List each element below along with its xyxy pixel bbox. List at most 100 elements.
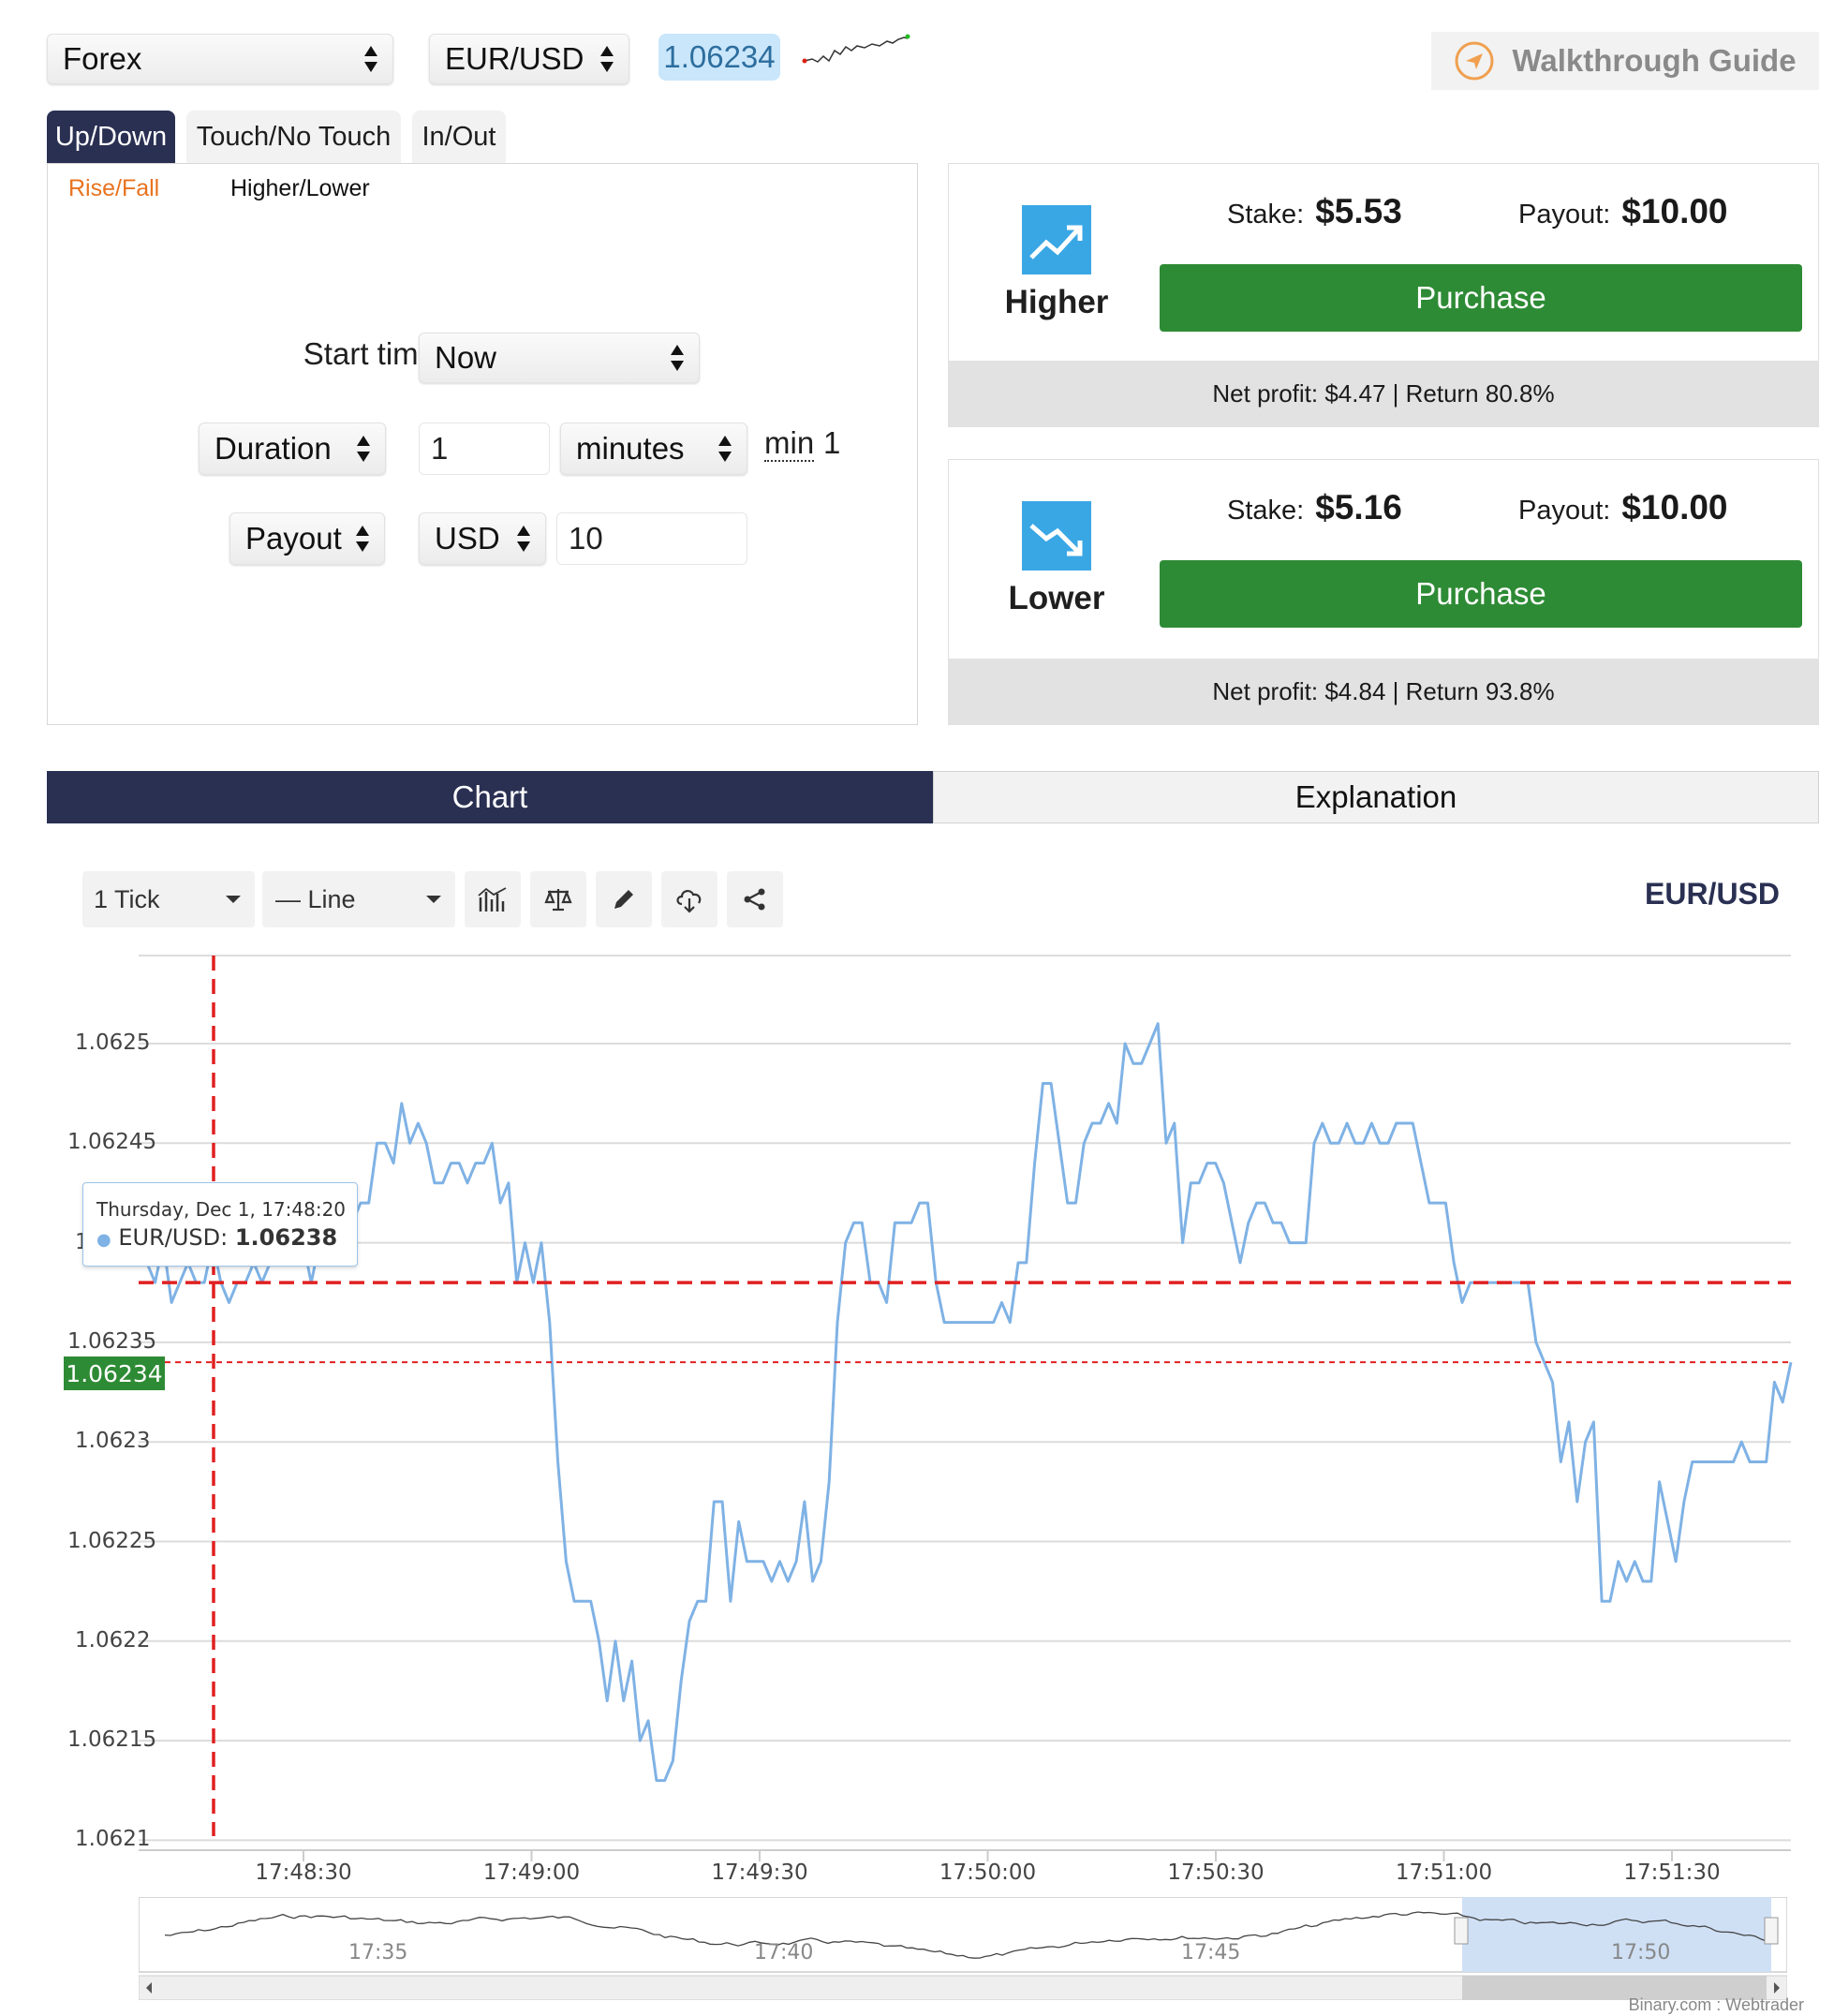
walkthrough-guide-label: Walkthrough Guide (1512, 43, 1797, 78)
payout-select-value: Payout (245, 521, 342, 556)
lower-title: Lower (1008, 580, 1105, 616)
x-tick-label: 17:49:00 (482, 1860, 581, 1885)
share-button[interactable] (727, 871, 783, 927)
start-time-label: Start time (303, 336, 436, 371)
higher-title: Higher (1004, 284, 1109, 320)
comparison-icon (544, 889, 572, 912)
market-select[interactable]: Forex (47, 34, 393, 84)
higher-stake-label: Stake: (1227, 200, 1305, 230)
tooltip-value: 1.06238 (234, 1224, 338, 1251)
drawing-tool-button[interactable] (596, 871, 652, 927)
tab-chart[interactable]: Chart (47, 771, 933, 823)
scroll-left-icon (146, 1982, 152, 1994)
select-arrows-icon (517, 526, 530, 552)
select-arrows-icon (718, 436, 732, 462)
share-icon (744, 888, 765, 911)
select-arrows-icon (357, 436, 370, 462)
navigator-selection (1462, 1897, 1771, 1972)
higher-payout-value: $10.00 (1621, 192, 1728, 230)
navigator-tick-label: 17:35 (348, 1941, 408, 1964)
chart-tooltip: Thursday, Dec 1, 17:48:20 ● EUR/USD: 1.0… (82, 1182, 358, 1267)
y-tick-label: 1.06245 (67, 1130, 157, 1155)
subtab-higher-lower[interactable]: Higher/Lower (230, 175, 370, 201)
higher-stake: Stake: $5.53 (1227, 192, 1402, 231)
lower-purchase-button[interactable]: Purchase (1160, 560, 1802, 628)
navigator-left-handle (1454, 1917, 1469, 1945)
duration-amount-input[interactable]: 1 (419, 422, 550, 475)
higher-arrow-icon (1022, 205, 1091, 274)
y-tick-label: 1.0623 (75, 1429, 151, 1454)
tooltip-series-row: ● EUR/USD: 1.06238 (96, 1224, 337, 1251)
tab-in-out[interactable]: In/Out (412, 111, 506, 163)
y-tick-label: 1.06215 (67, 1727, 157, 1753)
duration-select-value: Duration (214, 431, 332, 466)
download-button[interactable] (661, 871, 717, 927)
navigator-scrollbar-thumb (1462, 1976, 1767, 2000)
tooltip-series-name: EUR/USD: (118, 1224, 229, 1251)
symbol-select-value: EUR/USD (445, 41, 584, 76)
tab-explanation[interactable]: Explanation (933, 771, 1819, 823)
webtrader-credit: Binary.com : Webtrader (1628, 1995, 1804, 2014)
higher-payout-label: Payout: (1518, 200, 1611, 230)
subtab-rise-fall[interactable]: Rise/Fall (68, 175, 160, 201)
lower-stake-label: Stake: (1227, 496, 1305, 526)
x-tick-label: 17:51:30 (1623, 1860, 1721, 1885)
higher-stake-value: $5.53 (1315, 192, 1402, 230)
symbol-select[interactable]: EUR/USD (429, 34, 629, 84)
spot-sparkline (802, 34, 910, 64)
comparison-button[interactable] (530, 871, 586, 927)
timeframe-dropdown[interactable]: 1 Tick (82, 871, 255, 927)
payout-amount-input[interactable]: 10 (556, 512, 747, 565)
x-tick-label: 17:48:30 (255, 1860, 352, 1885)
tab-up-down-label: Up/Down (54, 121, 168, 152)
chart-type-dropdown[interactable]: — Line (262, 871, 455, 927)
lower-arrow-icon (1022, 501, 1091, 571)
payout-select[interactable]: Payout (229, 512, 385, 565)
x-tick-label: 17:49:30 (711, 1860, 808, 1885)
navigator-tick-label: 17:50 (1611, 1941, 1671, 1964)
tab-touch-no-touch[interactable]: Touch/No Touch (186, 111, 401, 163)
lower-stake-value: $5.16 (1315, 488, 1402, 526)
tooltip-date: Thursday, Dec 1, 17:48:20 (96, 1198, 347, 1221)
duration-min-label: min (764, 425, 815, 463)
select-arrows-icon (671, 345, 684, 371)
duration-unit-select[interactable]: minutes (560, 422, 747, 475)
navigator-series-line (164, 1911, 1767, 1959)
higher-net-profit: Net profit: $4.47 | Return 80.8% (949, 361, 1818, 426)
lower-payout-value: $10.00 (1621, 488, 1728, 526)
lower-payout-label: Payout: (1518, 496, 1611, 526)
navigator-tick-label: 17:45 (1181, 1941, 1241, 1964)
select-arrows-icon (356, 526, 369, 552)
select-arrows-icon (364, 46, 377, 72)
x-tick-label: 17:51:00 (1395, 1860, 1493, 1885)
y-tick-label: 1.0621 (75, 1827, 151, 1852)
walkthrough-guide-button[interactable]: Walkthrough Guide (1431, 32, 1819, 90)
duration-unit-value: minutes (576, 431, 685, 466)
caret-down-icon (226, 896, 241, 903)
tab-in-out-label: In/Out (422, 121, 496, 152)
currency-select-value: USD (435, 521, 500, 556)
current-price-label: 1.06234 (64, 1356, 165, 1390)
market-select-value: Forex (63, 41, 142, 76)
chart-navigator[interactable] (139, 1897, 1787, 2000)
y-tick-label: 1.0622 (75, 1627, 151, 1653)
compass-icon (1455, 41, 1494, 81)
price-chart[interactable] (0, 937, 1834, 2016)
download-icon (676, 890, 702, 913)
lower-payout: Payout: $10.00 (1518, 488, 1728, 527)
price-series-line (139, 1022, 1793, 1783)
timeframe-value: 1 Tick (94, 884, 160, 913)
navigator-right-handle (1764, 1917, 1779, 1945)
chart-type-value: — Line (275, 884, 356, 913)
duration-select[interactable]: Duration (199, 422, 386, 475)
navigator-tick-label: 17:40 (754, 1941, 814, 1964)
y-tick-label: 1.06235 (67, 1328, 157, 1354)
drawing-tool-icon (614, 890, 633, 909)
duration-min-value: 1 (823, 425, 841, 460)
start-time-select[interactable]: Now (419, 333, 700, 383)
tab-up-down[interactable]: Up/Down (47, 111, 175, 163)
higher-purchase-button[interactable]: Purchase (1160, 264, 1802, 332)
indicators-icon (478, 887, 507, 912)
indicators-button[interactable] (465, 871, 521, 927)
currency-select[interactable]: USD (419, 512, 546, 565)
